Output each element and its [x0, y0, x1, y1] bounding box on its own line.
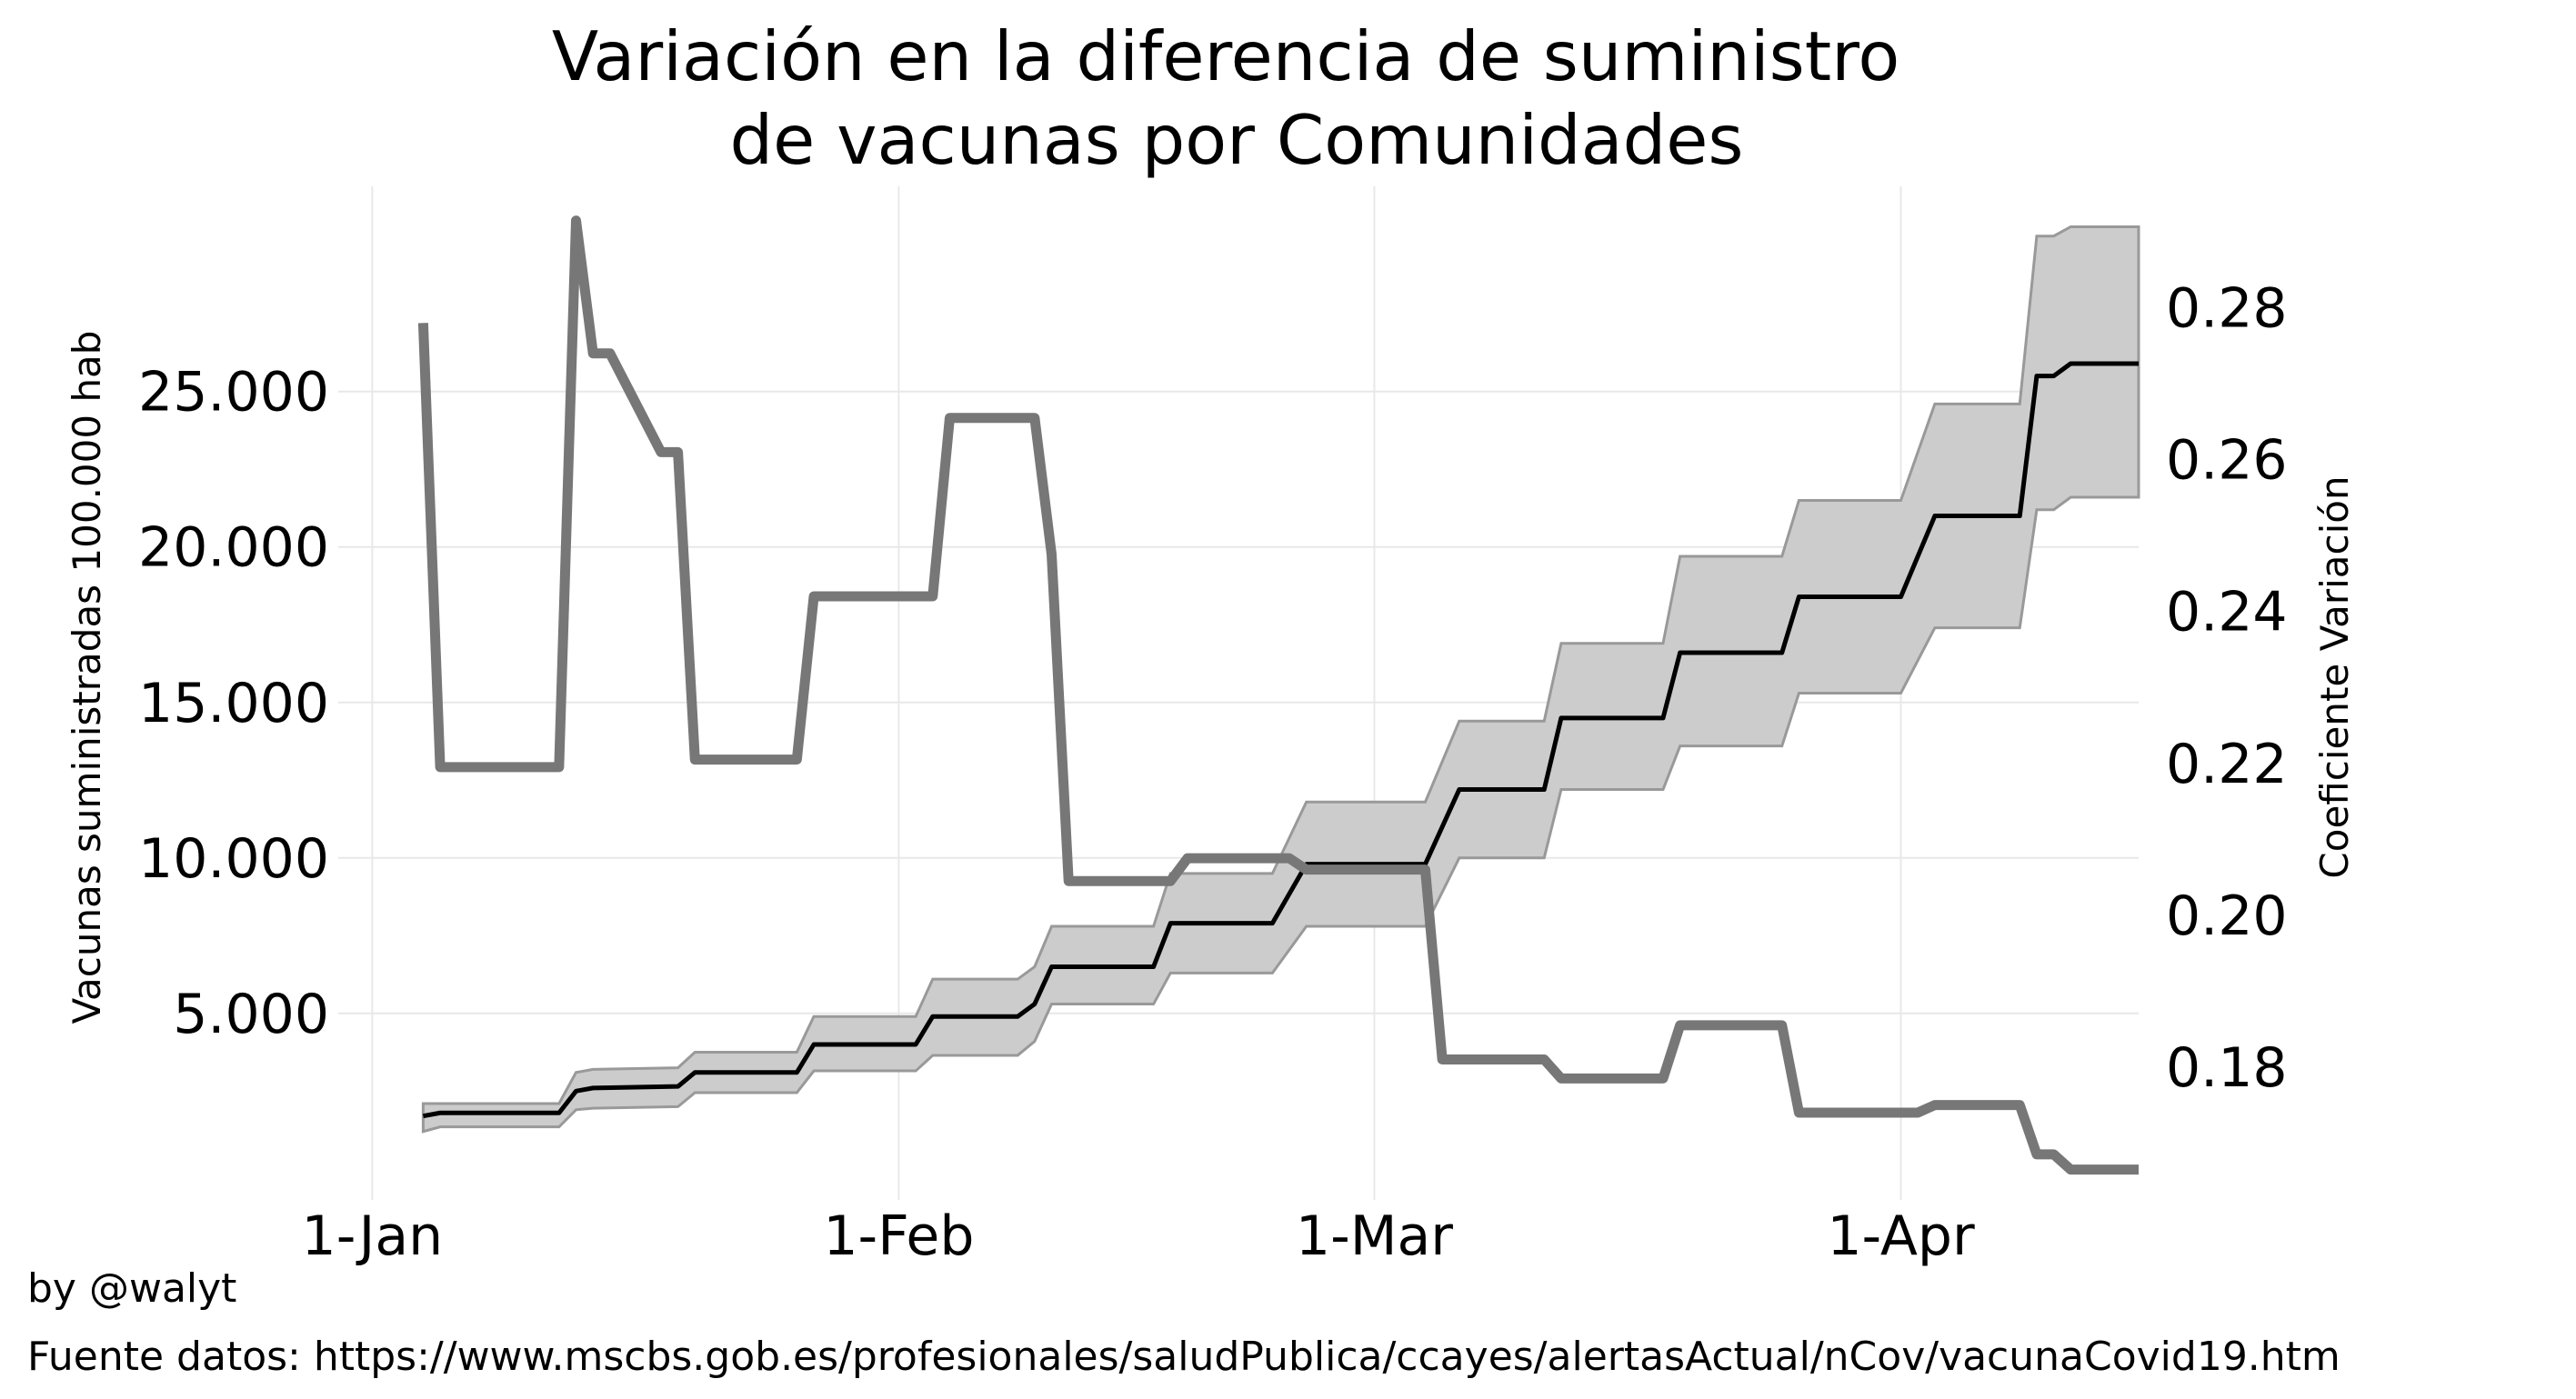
x-tick-label: 1-Mar: [1296, 1204, 1453, 1268]
x-tick-label: 1-Feb: [823, 1204, 974, 1268]
chart-title: Variación en la diferencia de suministro…: [552, 16, 1921, 180]
y2-axis-label: Coeficiente Variación: [2312, 475, 2357, 878]
y-tick-label: 25.000: [138, 361, 329, 425]
ticks-layer: 1-Jan 1-Feb 1-Mar 1-Apr 5.000 10.000 15.000 20.…: [138, 277, 2288, 1268]
y2-tick-label: 0.24: [2166, 581, 2288, 645]
band-layer: [421, 225, 2140, 1134]
y-tick-label: 10.000: [138, 827, 329, 891]
chart-title-line-1: Variación en la diferencia de suministro: [552, 16, 1899, 96]
x-tick-label: 1-Apr: [1827, 1204, 1975, 1268]
y2-tick-label: 0.26: [2166, 429, 2288, 493]
range-band: [421, 225, 2140, 1134]
y2-tick-label: 0.20: [2166, 884, 2288, 948]
y-tick-label: 20.000: [138, 516, 329, 580]
y-tick-label: 15.000: [138, 672, 329, 735]
credit-author: by @walyt: [27, 1265, 236, 1312]
y2-tick-label: 0.18: [2166, 1036, 2288, 1100]
y-tick-label: 5.000: [173, 983, 329, 1046]
x-tick-label: 1-Jan: [302, 1204, 444, 1268]
cv-line: [417, 215, 2139, 1175]
y2-tick-label: 0.28: [2166, 277, 2288, 341]
series-layer: [417, 215, 2139, 1175]
mean-line: [422, 361, 2139, 1119]
y-axis-label: Vacunas suministradas 100.000 hab: [65, 331, 109, 1024]
chart-title-line-2: de vacunas por Comunidades: [730, 100, 1744, 180]
credit-source: Fuente datos: https://www.mscbs.gob.es/p…: [27, 1334, 2340, 1380]
y2-tick-label: 0.22: [2166, 733, 2288, 796]
